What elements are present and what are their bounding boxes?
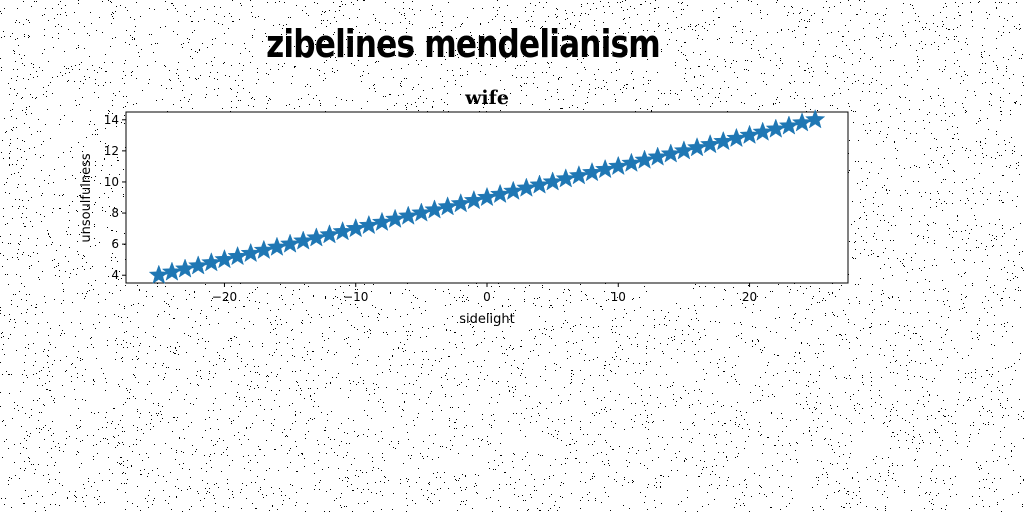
y-tick-label: 6 (111, 237, 119, 251)
x-tick-label: 10 (611, 290, 626, 304)
y-tick-label: 4 (111, 268, 119, 282)
x-tick-label: −20 (212, 290, 237, 304)
y-tick-label: 8 (111, 206, 119, 220)
series-layer (148, 109, 826, 284)
y-axis-label: unsoulfulness (79, 153, 94, 242)
star-marker (804, 109, 826, 129)
y-tick-label: 10 (104, 175, 119, 189)
x-tick-label: 20 (742, 290, 757, 304)
y-tick-label: 14 (104, 113, 119, 127)
figure-headline: zibelines mendelianism (266, 22, 661, 66)
x-axis-label: sidelight (459, 312, 514, 327)
y-tick-label: 12 (104, 144, 119, 158)
chart-title: wife (464, 87, 509, 109)
y-axis-ticks: 4 6 8 10 12 14 (104, 113, 126, 282)
x-tick-label: 0 (483, 290, 491, 304)
x-tick-label: −10 (343, 290, 368, 304)
x-axis-ticks: −20 −10 0 10 20 (212, 283, 757, 304)
